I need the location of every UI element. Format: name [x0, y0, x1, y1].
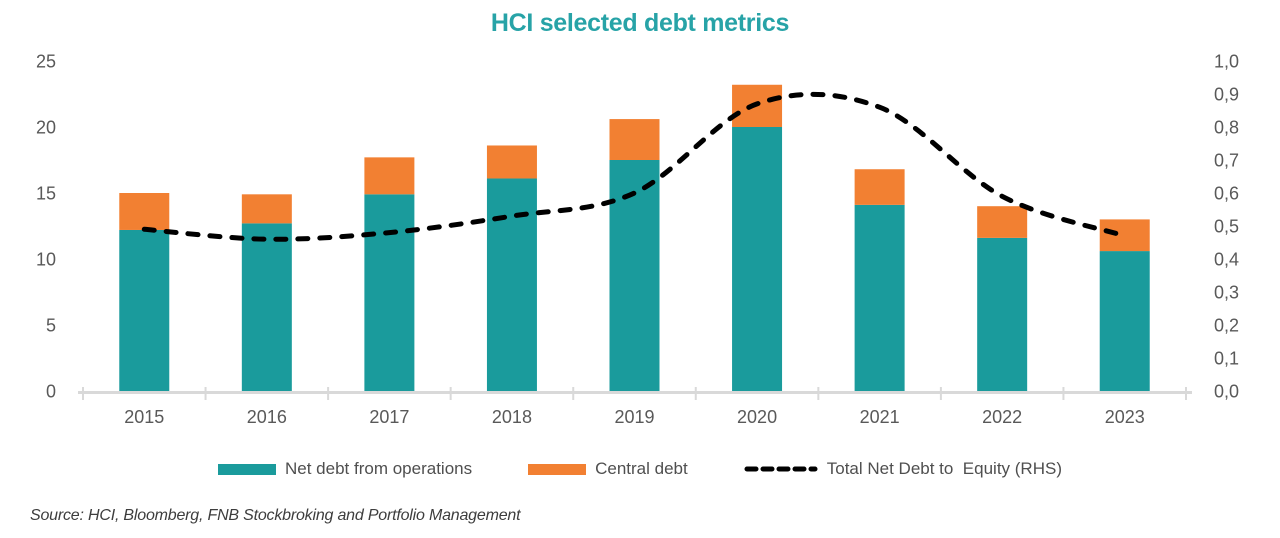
bar-segment-central-debt [119, 193, 170, 230]
right-axis-tick-label: 0,0 [1214, 382, 1239, 402]
bar-segment-net-debt [732, 127, 783, 391]
legend-item-central-debt: Central debt [528, 459, 688, 479]
bar-segment-central-debt [364, 157, 415, 195]
legend: Net debt from operations Central debt To… [0, 459, 1280, 479]
bar-segment-central-debt [486, 145, 537, 179]
bar-segment-net-debt [241, 223, 292, 391]
net-debt-swatch-icon [218, 463, 276, 475]
net-debt-to-equity-line [141, 91, 1128, 242]
right-axis-tick-label: 0,4 [1214, 250, 1239, 270]
legend-label-central-debt: Central debt [595, 459, 688, 478]
x-axis-category-label: 2016 [247, 407, 287, 427]
right-axis-tick-label: 0,7 [1214, 151, 1239, 171]
legend-item-net-debt: Net debt from operations [218, 459, 472, 479]
right-axis-tick-label: 1,0 [1214, 52, 1239, 72]
right-axis-tick-label: 0,6 [1214, 184, 1239, 204]
bar-segment-central-debt [609, 119, 660, 160]
x-axis-category-label: 2017 [369, 407, 409, 427]
right-axis-tick-label: 0,9 [1214, 85, 1239, 105]
left-axis-tick-label: 20 [36, 118, 56, 138]
chart-title: HCI selected debt metrics [490, 9, 790, 37]
right-axis-tick-label: 0,1 [1214, 349, 1239, 369]
bar-segment-central-debt [977, 206, 1028, 238]
left-axis-tick-label: 10 [36, 250, 56, 270]
bar-segment-net-debt [1099, 251, 1150, 391]
legend-item-ratio: Total Net Debt to Equity (RHS) [744, 459, 1062, 479]
bar-segment-net-debt [486, 178, 537, 391]
legend-label-net-debt: Net debt from operations [285, 459, 473, 478]
bar-segment-central-debt [241, 194, 292, 224]
legend-label-ratio: Total Net Debt to Equity (RHS) [826, 459, 1062, 478]
x-axis-category-label: 2021 [860, 407, 900, 427]
bar-segment-central-debt [1099, 219, 1150, 252]
right-axis-tick-label: 0,5 [1214, 217, 1239, 237]
x-axis-category-label: 2022 [982, 407, 1022, 427]
bar-segment-net-debt [119, 229, 170, 391]
x-axis-category-label: 2019 [614, 407, 654, 427]
right-axis-tick-label: 0,8 [1214, 118, 1239, 138]
left-axis-tick-label: 0 [46, 382, 56, 402]
bar-segment-net-debt [854, 204, 905, 391]
left-axis-tick-label: 25 [36, 52, 56, 72]
x-axis-category-label: 2020 [737, 407, 777, 427]
bar-segment-central-debt [854, 169, 905, 205]
dashed-line-swatch-icon [744, 466, 818, 472]
x-axis-category-label: 2018 [492, 407, 532, 427]
left-axis-tick-label: 5 [46, 316, 56, 336]
bar-segment-net-debt [977, 237, 1028, 391]
bar-segment-net-debt [609, 160, 660, 391]
central-debt-swatch-icon [528, 463, 587, 475]
source-note: Source: HCI, Bloomberg, FNB Stockbroking… [30, 507, 521, 524]
right-axis-tick-label: 0,3 [1214, 283, 1239, 303]
bar-segment-net-debt [364, 194, 415, 391]
x-axis-category-label: 2015 [124, 407, 164, 427]
left-axis-tick-label: 15 [36, 184, 56, 204]
right-axis-tick-label: 0,2 [1214, 316, 1239, 336]
x-axis-category-label: 2023 [1105, 407, 1145, 427]
